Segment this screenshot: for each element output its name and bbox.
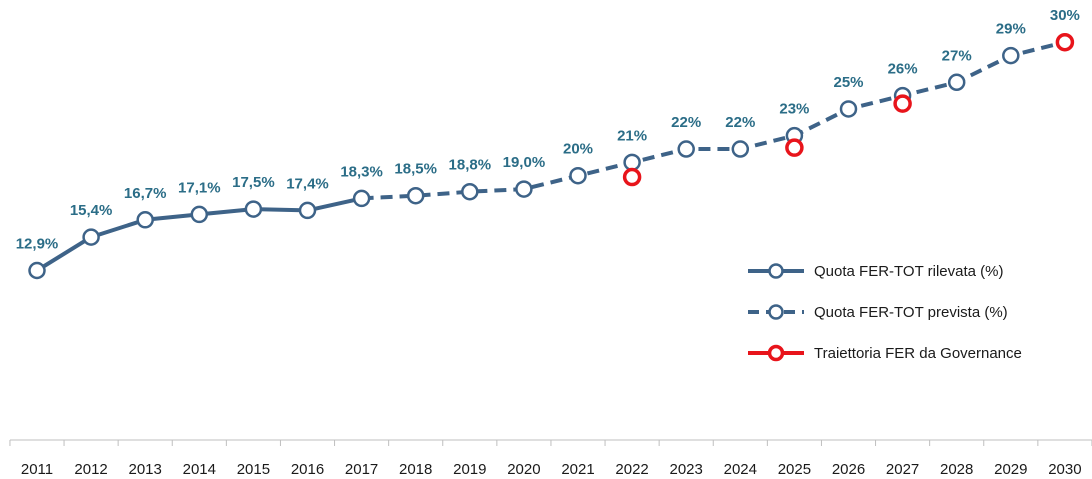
x-tick-label-2017: 2017: [345, 461, 378, 478]
x-tick-label-2012: 2012: [74, 461, 107, 478]
x-tick-label-2013: 2013: [129, 461, 162, 478]
data-point-2020: [515, 180, 533, 198]
data-label-2024: 22%: [725, 114, 755, 131]
data-label-2022: 21%: [617, 127, 647, 144]
data-label-2028: 27%: [942, 47, 972, 64]
x-tick-label-2016: 2016: [291, 461, 324, 478]
data-point-2017: [352, 189, 371, 208]
x-tick-label-2018: 2018: [399, 461, 432, 478]
data-point-2011: [28, 261, 46, 280]
x-tick-label-2019: 2019: [453, 461, 486, 478]
x-axis: [9, 439, 1092, 446]
legend-swatch-marker: [768, 304, 784, 320]
data-label-2026: 25%: [833, 74, 863, 91]
x-tick-label-2011: 2011: [21, 461, 53, 478]
x-tick-label-2025: 2025: [778, 461, 811, 478]
governance-point-2022: [622, 167, 642, 187]
data-label-2018: 18,5%: [394, 161, 437, 178]
x-tick-label-2024: 2024: [724, 461, 757, 478]
governance-point-2025: [785, 138, 804, 157]
data-point-2021: [569, 166, 587, 185]
x-tick-label-2029: 2029: [994, 461, 1027, 478]
governance-markers: [622, 32, 1075, 187]
legend-label: Quota FER-TOT prevista (%): [814, 304, 1008, 321]
legend-swatch-marker: [767, 344, 785, 362]
data-label-2029: 29%: [996, 21, 1026, 38]
legend-entry-1: Quota FER-TOT rilevata (%): [748, 263, 1004, 280]
data-label-2019: 18,8%: [449, 157, 492, 174]
data-label-2017: 18,3%: [340, 163, 383, 180]
data-label-2030: 30%: [1050, 7, 1080, 24]
data-point-2023: [677, 140, 695, 158]
legend-label: Traiettoria FER da Governance: [814, 345, 1022, 362]
data-point-2029: [1002, 46, 1020, 65]
x-tick-label-2022: 2022: [615, 461, 648, 478]
data-label-2027: 26%: [888, 61, 918, 78]
x-tick-label-2026: 2026: [832, 461, 865, 478]
x-tick-label-2021: 2021: [561, 461, 594, 478]
data-point-2018: [406, 186, 425, 205]
data-point-2024: [731, 140, 750, 158]
data-label-2013: 16,7%: [124, 185, 167, 202]
legend-swatch-marker: [768, 263, 784, 279]
data-point-2013: [136, 211, 154, 229]
data-point-2028: [947, 73, 966, 92]
data-point-2019: [461, 182, 479, 201]
legend-entry-2: Quota FER-TOT prevista (%): [748, 304, 1008, 321]
data-label-2020: 19,0%: [503, 154, 546, 171]
data-point-2026: [839, 100, 858, 118]
x-tick-label-2015: 2015: [237, 461, 270, 478]
data-label-2015: 17,5%: [232, 174, 275, 191]
governance-point-2030: [1055, 32, 1075, 52]
data-label-2025: 23%: [779, 101, 809, 118]
governance-point-2027: [893, 94, 912, 113]
data-label-2011: 12,9%: [16, 236, 59, 253]
series-line-prevista: [361, 40, 1066, 201]
data-point-2015: [244, 200, 263, 218]
x-tick-label-2028: 2028: [940, 461, 973, 478]
data-label-2023: 22%: [671, 114, 701, 131]
x-tick-labels: 2011 2012 2013 2014 2015 2016 2017 2018 2019 2020…: [21, 461, 1082, 478]
data-point-2022: [623, 153, 641, 172]
data-label-2012: 15,4%: [70, 202, 113, 219]
legend-entry-3: Traiettoria FER da Governance: [748, 344, 1022, 362]
legend: Quota FER-TOT rilevata (%) Quota FER-TOT …: [748, 263, 1022, 362]
data-point-2014: [190, 205, 209, 224]
data-label-2021: 20%: [563, 141, 593, 158]
x-tick-label-2023: 2023: [670, 461, 703, 478]
x-tick-label-2030: 2030: [1048, 461, 1081, 478]
x-tick-label-2020: 2020: [507, 461, 540, 478]
x-tick-label-2014: 2014: [183, 461, 216, 478]
data-point-2012: [82, 228, 100, 246]
legend-label: Quota FER-TOT rilevata (%): [814, 263, 1004, 280]
data-point-2016: [298, 201, 317, 220]
data-label-2014: 17,1%: [178, 179, 221, 196]
data-labels: 12,9% 15,4% 16,7% 17,1% 17,5% 17,4% 18,3% 18,5%…: [16, 7, 1080, 252]
x-tick-label-2027: 2027: [886, 461, 919, 478]
data-label-2016: 17,4%: [286, 175, 329, 192]
series-markers: [28, 33, 1074, 280]
